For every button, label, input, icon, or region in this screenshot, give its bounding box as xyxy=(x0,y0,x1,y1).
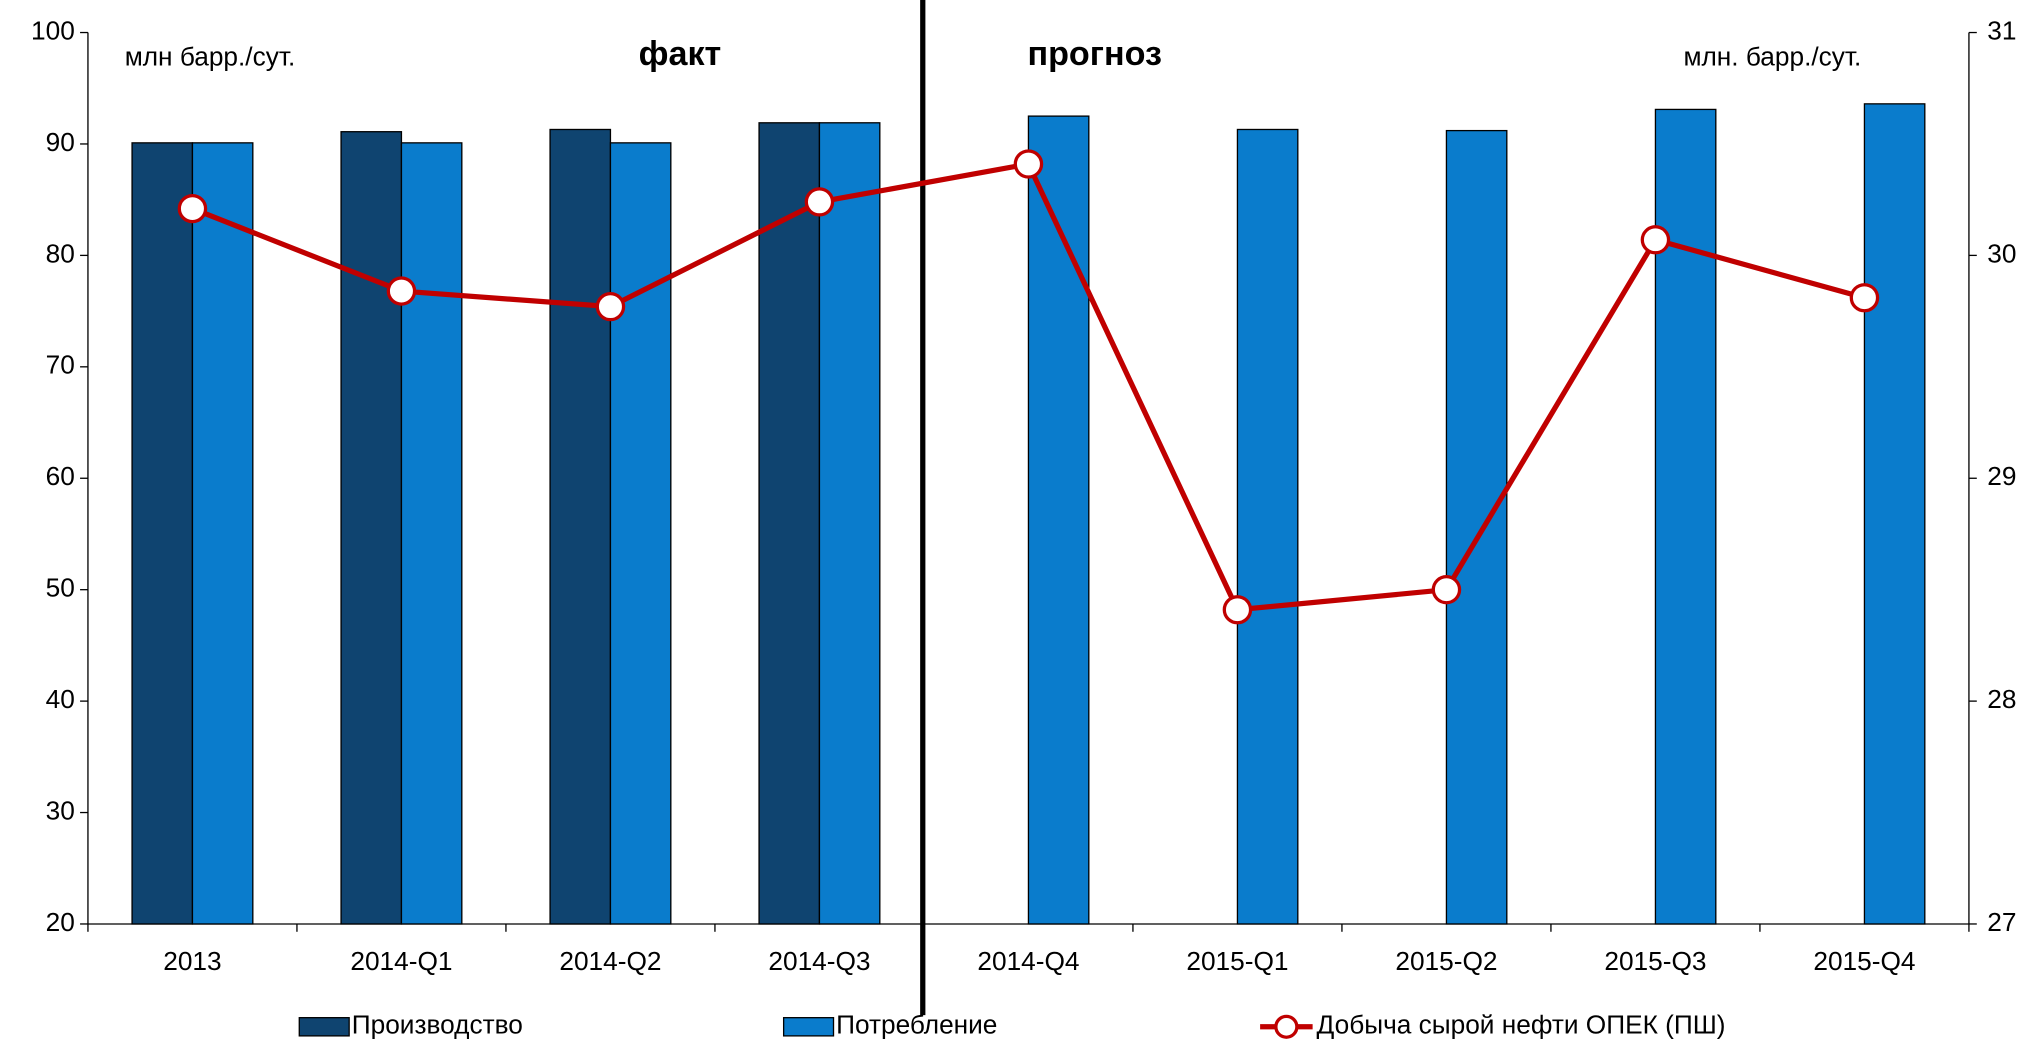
x-tick-label: 2015-Q1 xyxy=(1186,946,1288,976)
y-tick-label: 40 xyxy=(46,684,75,714)
x-tick-label: 2015-Q2 xyxy=(1395,946,1497,976)
marker xyxy=(595,292,626,322)
y-tick-label: 50 xyxy=(46,573,75,603)
x-tick-label: 2013 xyxy=(163,946,221,976)
annotation: млн барр./сут. xyxy=(125,42,296,72)
y2-tick-label: 28 xyxy=(1987,684,2016,714)
legend-label: Потребление xyxy=(836,1010,997,1040)
legend-label: Производство xyxy=(352,1010,523,1040)
y-tick-label: 70 xyxy=(46,350,75,380)
bar xyxy=(549,128,612,925)
marker xyxy=(177,193,208,224)
x-tick-label: 2014-Q1 xyxy=(350,946,452,976)
x-tick-label: 2015-Q3 xyxy=(1604,946,1706,976)
y2-tick-label: 27 xyxy=(1987,907,2016,937)
x-tick-label: 2014-Q2 xyxy=(559,946,661,976)
annotation: прогноз xyxy=(1028,35,1162,73)
bar xyxy=(1863,103,1926,925)
marker xyxy=(1640,225,1671,255)
bar xyxy=(1236,128,1299,925)
bar xyxy=(191,142,254,925)
x-tick-label: 2014-Q4 xyxy=(977,946,1079,976)
marker xyxy=(1222,595,1253,625)
y-tick-label: 100 xyxy=(31,16,75,46)
annotation: факт xyxy=(639,35,722,73)
legend-label: Добыча сырой нефти ОПЕК (ПШ) xyxy=(1317,1010,1726,1040)
y-tick-label: 80 xyxy=(46,238,75,268)
x-tick-label: 2015-Q4 xyxy=(1813,946,1915,976)
marker xyxy=(1849,283,1880,313)
annotation: млн. барр./сут. xyxy=(1683,42,1861,72)
marker xyxy=(804,187,835,217)
x-tick-label: 2014-Q3 xyxy=(768,946,870,976)
bar xyxy=(131,142,194,925)
y-tick-label: 20 xyxy=(46,907,75,937)
bar xyxy=(400,142,463,925)
bar xyxy=(1027,115,1090,925)
legend-swatch xyxy=(782,1017,835,1037)
bar xyxy=(340,131,403,925)
y-tick-label: 30 xyxy=(46,796,75,826)
y-tick-label: 90 xyxy=(46,127,75,157)
y-tick-label: 60 xyxy=(46,461,75,491)
bar xyxy=(609,142,672,925)
y2-tick-label: 31 xyxy=(1987,16,2016,46)
marker xyxy=(1013,149,1044,179)
y2-tick-label: 30 xyxy=(1987,238,2016,268)
bar xyxy=(758,122,821,925)
legend-marker xyxy=(1274,1014,1299,1039)
bar xyxy=(818,122,881,925)
marker xyxy=(386,276,417,306)
marker xyxy=(1431,575,1462,605)
bar xyxy=(1445,129,1508,925)
y2-tick-label: 29 xyxy=(1987,461,2016,491)
legend-swatch xyxy=(298,1017,350,1037)
